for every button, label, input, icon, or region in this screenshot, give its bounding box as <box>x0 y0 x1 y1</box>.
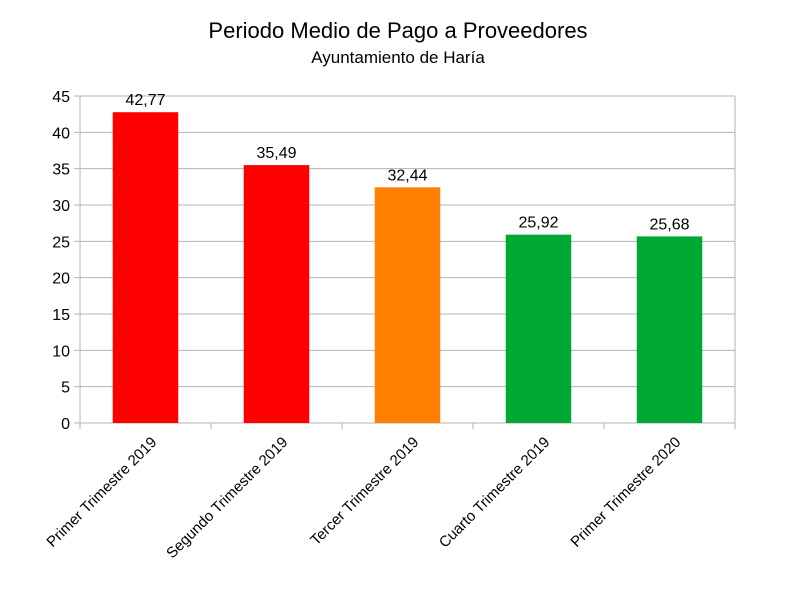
y-tick-label-7: 35 <box>52 162 70 179</box>
x-tick-label-2: Tercer Trimestre 2019 <box>307 434 422 549</box>
bar-4 <box>636 236 703 423</box>
x-tick-label-4: Primer Trimestre 2020 <box>567 434 684 551</box>
y-tick-label-4: 20 <box>52 271 70 288</box>
y-tick-label-0: 0 <box>61 416 70 433</box>
bars <box>112 112 703 424</box>
y-tick-label-5: 25 <box>52 234 70 251</box>
bar-3 <box>505 234 572 423</box>
y-tick-label-1: 5 <box>61 380 70 397</box>
bar-1 <box>243 165 310 423</box>
y-tick-label-2: 10 <box>52 343 70 360</box>
y-tick-label-8: 40 <box>52 125 70 142</box>
x-tick-label-1: Segundo Trimestre 2019 <box>163 434 291 562</box>
data-label-4: 25,68 <box>649 216 689 233</box>
data-label-1: 35,49 <box>256 145 296 162</box>
axes <box>74 95 736 429</box>
data-label-3: 25,92 <box>518 215 558 232</box>
bar-2 <box>374 187 441 423</box>
y-tick-label-3: 15 <box>52 307 70 324</box>
data-label-2: 32,44 <box>387 167 427 184</box>
x-tick-label-3: Cuarto Trimestre 2019 <box>436 434 554 552</box>
y-tick-label-6: 30 <box>52 198 70 215</box>
bar-0 <box>112 112 179 424</box>
x-tick-label-0: Primer Trimestre 2019 <box>43 434 160 551</box>
y-tick-label-9: 45 <box>52 89 70 106</box>
chart-title: Periodo Medio de Pago a Proveedores <box>208 18 587 43</box>
data-label-0: 42,77 <box>125 92 165 109</box>
chart-subtitle: Ayuntamiento de Haría <box>311 48 485 67</box>
